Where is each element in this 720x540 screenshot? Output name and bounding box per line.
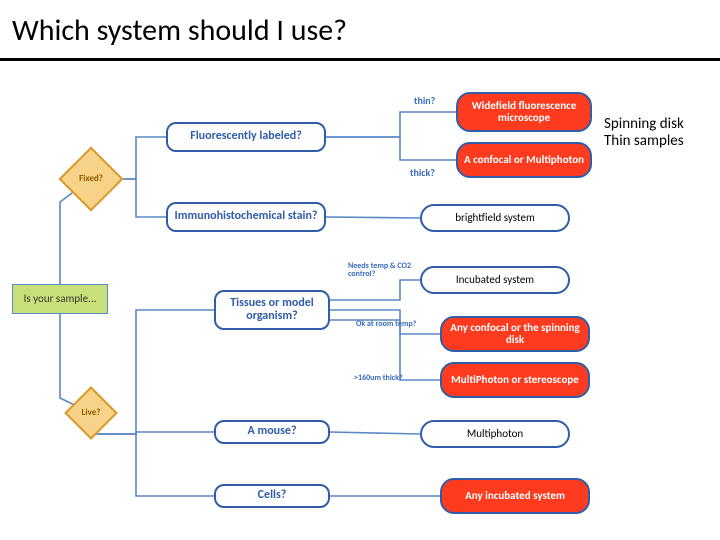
- edge-label-room: Ok at room temp?: [356, 320, 416, 328]
- result-widefield: Widefield fluorescence microscope: [456, 92, 592, 132]
- page-title: Which system should I use?: [12, 12, 347, 49]
- result-confocal: A confocal or Multiphoton: [456, 142, 592, 178]
- question-immuno: Immunohistochemical stain?: [166, 202, 326, 232]
- question-mouse: A mouse?: [214, 420, 330, 444]
- result-anyincubated: Any incubated system: [440, 478, 590, 514]
- result-anyconfocal: Any confocal or the spinning disk: [440, 316, 590, 352]
- question-fluorescent: Fluorescently labeled?: [166, 122, 326, 152]
- title-underline: [0, 58, 720, 61]
- result-multiphoton2: Multiphoton: [420, 420, 570, 448]
- result-brightfield: brightfield system: [420, 204, 570, 232]
- start-node: Is your sample...: [12, 284, 108, 314]
- side-caption: Spinning disk Thin samples: [604, 116, 684, 149]
- edge-label-thin: thin?: [414, 94, 435, 107]
- side-caption-line2: Thin samples: [604, 132, 684, 150]
- decision-fixed-label: Fixed?: [68, 156, 114, 202]
- decision-live: Live?: [72, 394, 110, 432]
- question-cells: Cells?: [214, 484, 330, 508]
- question-tissues: Tissues or model organism?: [214, 290, 330, 330]
- edge-label-temp: Needs temp & CO2 control?: [348, 262, 412, 278]
- decision-fixed: Fixed?: [68, 156, 114, 202]
- edge-label-thick2: >160um thick?: [354, 374, 403, 382]
- decision-live-label: Live?: [72, 394, 110, 432]
- edge-label-thick: thick?: [410, 166, 435, 179]
- result-incubated: Incubated system: [420, 266, 570, 294]
- side-caption-line1: Spinning disk: [604, 115, 684, 133]
- result-multiphoton: MultiPhoton or stereoscope: [440, 362, 590, 398]
